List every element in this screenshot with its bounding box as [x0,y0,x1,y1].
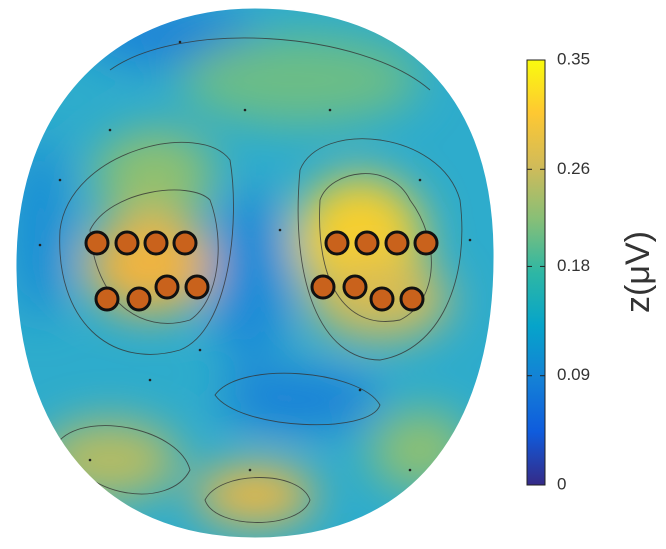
colorbar-tick-label: 0 [557,474,566,493]
colorbar-tick-label: 0.26 [557,159,590,178]
scalp-map [15,8,495,538]
electrode [184,274,210,300]
electrode [143,230,169,256]
electrode [154,274,180,300]
electrode [84,230,110,256]
electrode [384,230,410,256]
colorbar [526,59,546,486]
electrode [310,274,336,300]
head-outline [15,7,495,539]
electrode [399,286,425,312]
electrode [324,230,350,256]
electrode [369,286,395,312]
colorbar-tick-label: 0.18 [557,256,590,275]
colorbar-tick-label: 0.35 [557,49,590,68]
electrode [354,230,380,256]
colorbar-tick-label: 0.09 [557,365,590,384]
electrode [126,286,152,312]
electrode [94,286,120,312]
electrode [114,230,140,256]
colorbar-label: z(μV) [619,231,657,313]
sensor-dots [38,40,472,472]
electrode-group [84,230,439,312]
electrode [172,230,198,256]
electrode [342,274,368,300]
electrode [413,230,439,256]
